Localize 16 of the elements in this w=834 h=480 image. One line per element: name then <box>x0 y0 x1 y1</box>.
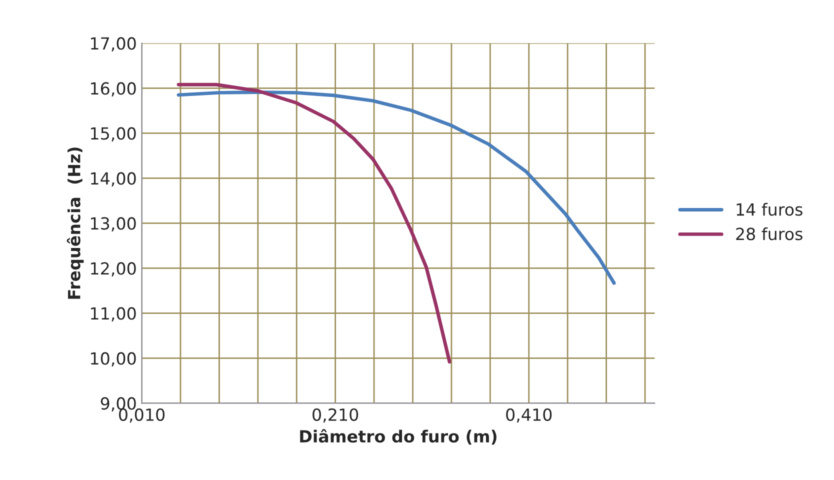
x-axis-title: Diâmetro do furo (m) <box>300 429 496 445</box>
y-tick-label: 11,00 <box>91 307 136 322</box>
x-tick-label: 0,210 <box>312 408 358 423</box>
line-series <box>176 82 452 364</box>
legend-label: 28 furos <box>736 227 802 240</box>
legend-label: 14 furos <box>736 202 802 216</box>
y-tick-label: 17,00 <box>91 37 136 52</box>
line-series <box>176 90 616 285</box>
y-tick-label: 15,00 <box>91 127 136 142</box>
y-tick-label: 13,00 <box>91 217 136 232</box>
y-tick-label: 16,00 <box>91 82 136 96</box>
y-tick-label: 14,00 <box>91 172 136 186</box>
y-axis-title: Frequência (Hz) <box>66 148 84 299</box>
x-tick-label: 0,410 <box>506 408 552 423</box>
y-tick-label: 12,00 <box>91 262 136 276</box>
y-tick-label: 10,00 <box>91 352 136 366</box>
